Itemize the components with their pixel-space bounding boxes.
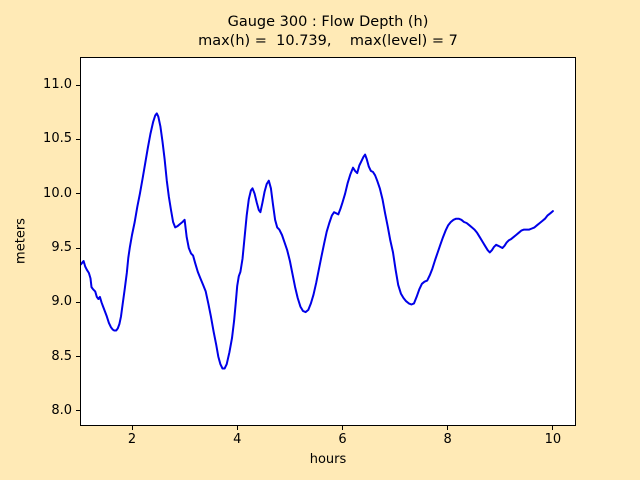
flow-depth-line	[81, 112, 554, 370]
y-tick-label: 11.0	[43, 77, 72, 93]
y-tick-label: 9.5	[51, 240, 72, 255]
x-tick-mark	[447, 426, 449, 430]
y-tick-mark	[76, 356, 80, 358]
y-tick-mark	[76, 301, 80, 303]
x-tick-mark	[236, 426, 238, 430]
x-tick-mark	[341, 426, 343, 430]
x-axis-label: hours	[309, 452, 347, 467]
y-tick-mark	[76, 247, 80, 249]
plot-area	[80, 57, 576, 426]
x-tick-mark	[552, 426, 554, 430]
x-tick-label: 10	[544, 432, 562, 447]
y-tick-mark	[76, 138, 80, 140]
x-tick-mark	[131, 426, 133, 430]
y-tick-mark	[76, 410, 80, 412]
y-tick-label: 10.5	[43, 131, 72, 147]
y-axis-label: meters	[13, 218, 29, 264]
x-tick-label: 8	[443, 432, 452, 447]
chart-subtitle: max(h) = 10.739, max(level) = 7	[198, 33, 458, 49]
x-tick-label: 4	[233, 432, 242, 447]
x-tick-label: 6	[338, 432, 347, 447]
y-tick-label: 10.0	[43, 185, 72, 201]
x-tick-label: 2	[127, 432, 137, 447]
y-tick-mark	[76, 84, 80, 86]
chart-title: Gauge 300 : Flow Depth (h)	[227, 14, 429, 30]
y-tick-label: 9.0	[51, 294, 72, 310]
y-tick-label: 8.5	[51, 348, 72, 364]
y-tick-label: 8.0	[51, 402, 72, 418]
y-tick-mark	[76, 193, 80, 195]
